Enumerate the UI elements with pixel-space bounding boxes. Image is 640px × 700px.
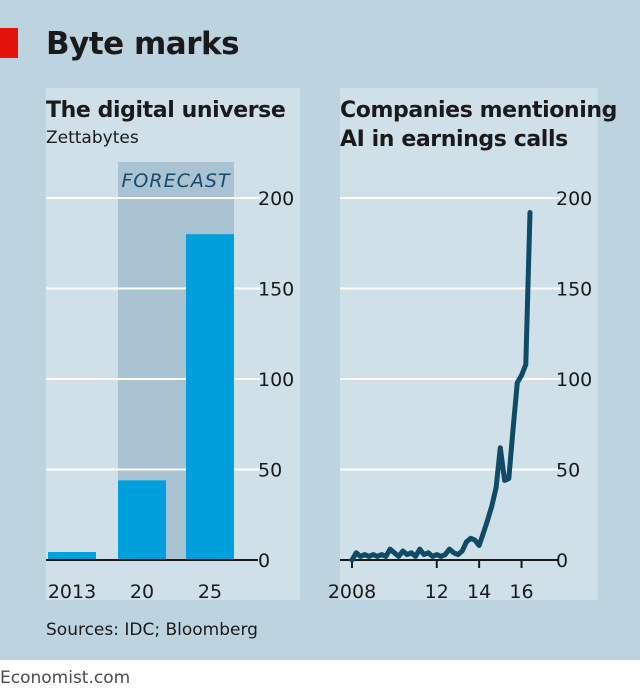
left-y-tick-label: 0: [258, 550, 270, 572]
right-y-tick-label: 100: [556, 369, 592, 391]
right-y-tick-label: 0: [556, 550, 568, 572]
left-x-tick-label: 20: [130, 581, 154, 603]
main-title: Byte marks: [46, 26, 240, 62]
left-chart-subtitle: Zettabytes: [46, 128, 139, 148]
charts-canvas: FORECAST 0 50 100 150 200 2013 20 25 0 50 100 150 200…: [46, 88, 598, 603]
left-x-tick-label: 2013: [48, 581, 96, 603]
right-chart-title-line-1: Companies mentioning: [340, 98, 617, 123]
left-bar: [118, 480, 166, 560]
left-x-tick-label: 25: [198, 581, 222, 603]
right-y-tick-label: 50: [556, 460, 580, 482]
left-y-tick-label: 50: [258, 460, 282, 482]
right-panel-bg: [340, 88, 598, 600]
forecast-label: FORECAST: [121, 170, 230, 192]
right-chart-title-line-2: AI in earnings calls: [340, 127, 568, 152]
right-x-tick-label: 2008: [328, 581, 376, 603]
brand-tag: [0, 28, 18, 58]
left-bar: [186, 234, 234, 560]
left-y-tick-label: 100: [258, 369, 294, 391]
ai-mentions-line: [349, 210, 533, 563]
left-bar: [48, 552, 96, 560]
right-x-tick-label: 12: [425, 581, 449, 603]
right-y-tick-label: 150: [556, 279, 592, 301]
left-y-tick-label: 200: [258, 188, 294, 210]
right-x-tick-label: 14: [467, 581, 491, 603]
sources-note: Sources: IDC; Bloomberg: [46, 620, 258, 640]
right-chart-title: Companies mentioning AI in earnings call…: [340, 96, 617, 154]
left-chart-title: The digital universe: [46, 98, 286, 123]
left-y-tick-label: 150: [258, 279, 294, 301]
publisher-logo: Economist.com: [0, 668, 131, 688]
right-y-tick-label: 200: [556, 188, 592, 210]
right-x-tick-label: 16: [509, 581, 533, 603]
